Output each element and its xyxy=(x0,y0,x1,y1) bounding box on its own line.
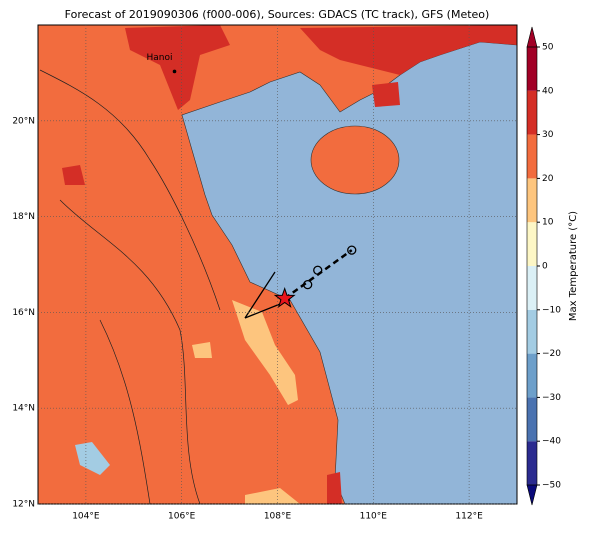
x-tick-label: 106°E xyxy=(168,512,196,522)
track-point xyxy=(347,245,357,255)
city-marker xyxy=(172,69,177,74)
mild-region xyxy=(232,300,298,405)
colorbar-tick-label: 40 xyxy=(542,86,554,96)
map-base xyxy=(38,25,518,505)
mild-region xyxy=(192,342,212,358)
colorbar-bin xyxy=(527,353,537,398)
cool-region xyxy=(75,442,110,475)
colorbar-bin xyxy=(527,90,537,135)
colorbar-tick-label: 30 xyxy=(542,130,554,140)
colorbar-tick-label: −10 xyxy=(542,305,561,315)
hot-region xyxy=(327,472,342,504)
colorbar-tick-label: −40 xyxy=(542,437,561,447)
colorbar-extend xyxy=(526,484,538,506)
hot-region xyxy=(125,25,230,110)
y-tick-label: 14°N xyxy=(12,404,35,414)
city-label: Hanoi xyxy=(147,53,173,63)
colorbar-tick-label: 50 xyxy=(542,43,554,53)
y-tick-label: 16°N xyxy=(12,308,35,318)
track-point xyxy=(313,265,323,275)
track-line xyxy=(244,271,276,319)
y-tick-label: 18°N xyxy=(12,212,35,222)
colorbar-tick-label: −30 xyxy=(542,393,561,403)
colorbar-bin xyxy=(527,178,537,223)
hot-region xyxy=(62,165,85,185)
colorbar-bin xyxy=(527,222,537,266)
sea xyxy=(181,41,518,505)
colorbar-tick-label: 0 xyxy=(542,262,548,272)
colorbar-bin xyxy=(527,47,537,91)
hot-region xyxy=(300,25,517,75)
title: Forecast of 2019090306 (f000-006), Sourc… xyxy=(65,8,490,21)
colorbar-bin xyxy=(527,441,537,485)
border xyxy=(39,69,221,505)
mild-region xyxy=(245,488,300,504)
y-tick-label: 12°N xyxy=(12,500,35,510)
hainan xyxy=(310,125,400,195)
colorbar-label: Max Temperature (°C) xyxy=(568,211,579,321)
x-tick-label: 104°E xyxy=(72,512,100,522)
hot-region xyxy=(372,82,400,107)
colorbar-tick-label: 10 xyxy=(542,218,554,228)
colorbar-bin xyxy=(527,309,537,354)
colorbar-bin xyxy=(527,134,537,179)
storm-position xyxy=(273,286,296,308)
colorbar-bin xyxy=(527,266,537,310)
track-point xyxy=(303,279,313,290)
x-tick-label: 112°E xyxy=(455,512,483,522)
colorbar-tick-label: −20 xyxy=(542,349,561,359)
colorbar-extend xyxy=(526,26,538,48)
x-tick-label: 108°E xyxy=(264,512,292,522)
x-tick-label: 110°E xyxy=(360,512,388,522)
colorbar-tick-label: 20 xyxy=(542,174,554,184)
y-tick-label: 20°N xyxy=(12,116,35,126)
colorbar-tick-label: −50 xyxy=(542,481,561,491)
colorbar-bin xyxy=(527,397,537,442)
